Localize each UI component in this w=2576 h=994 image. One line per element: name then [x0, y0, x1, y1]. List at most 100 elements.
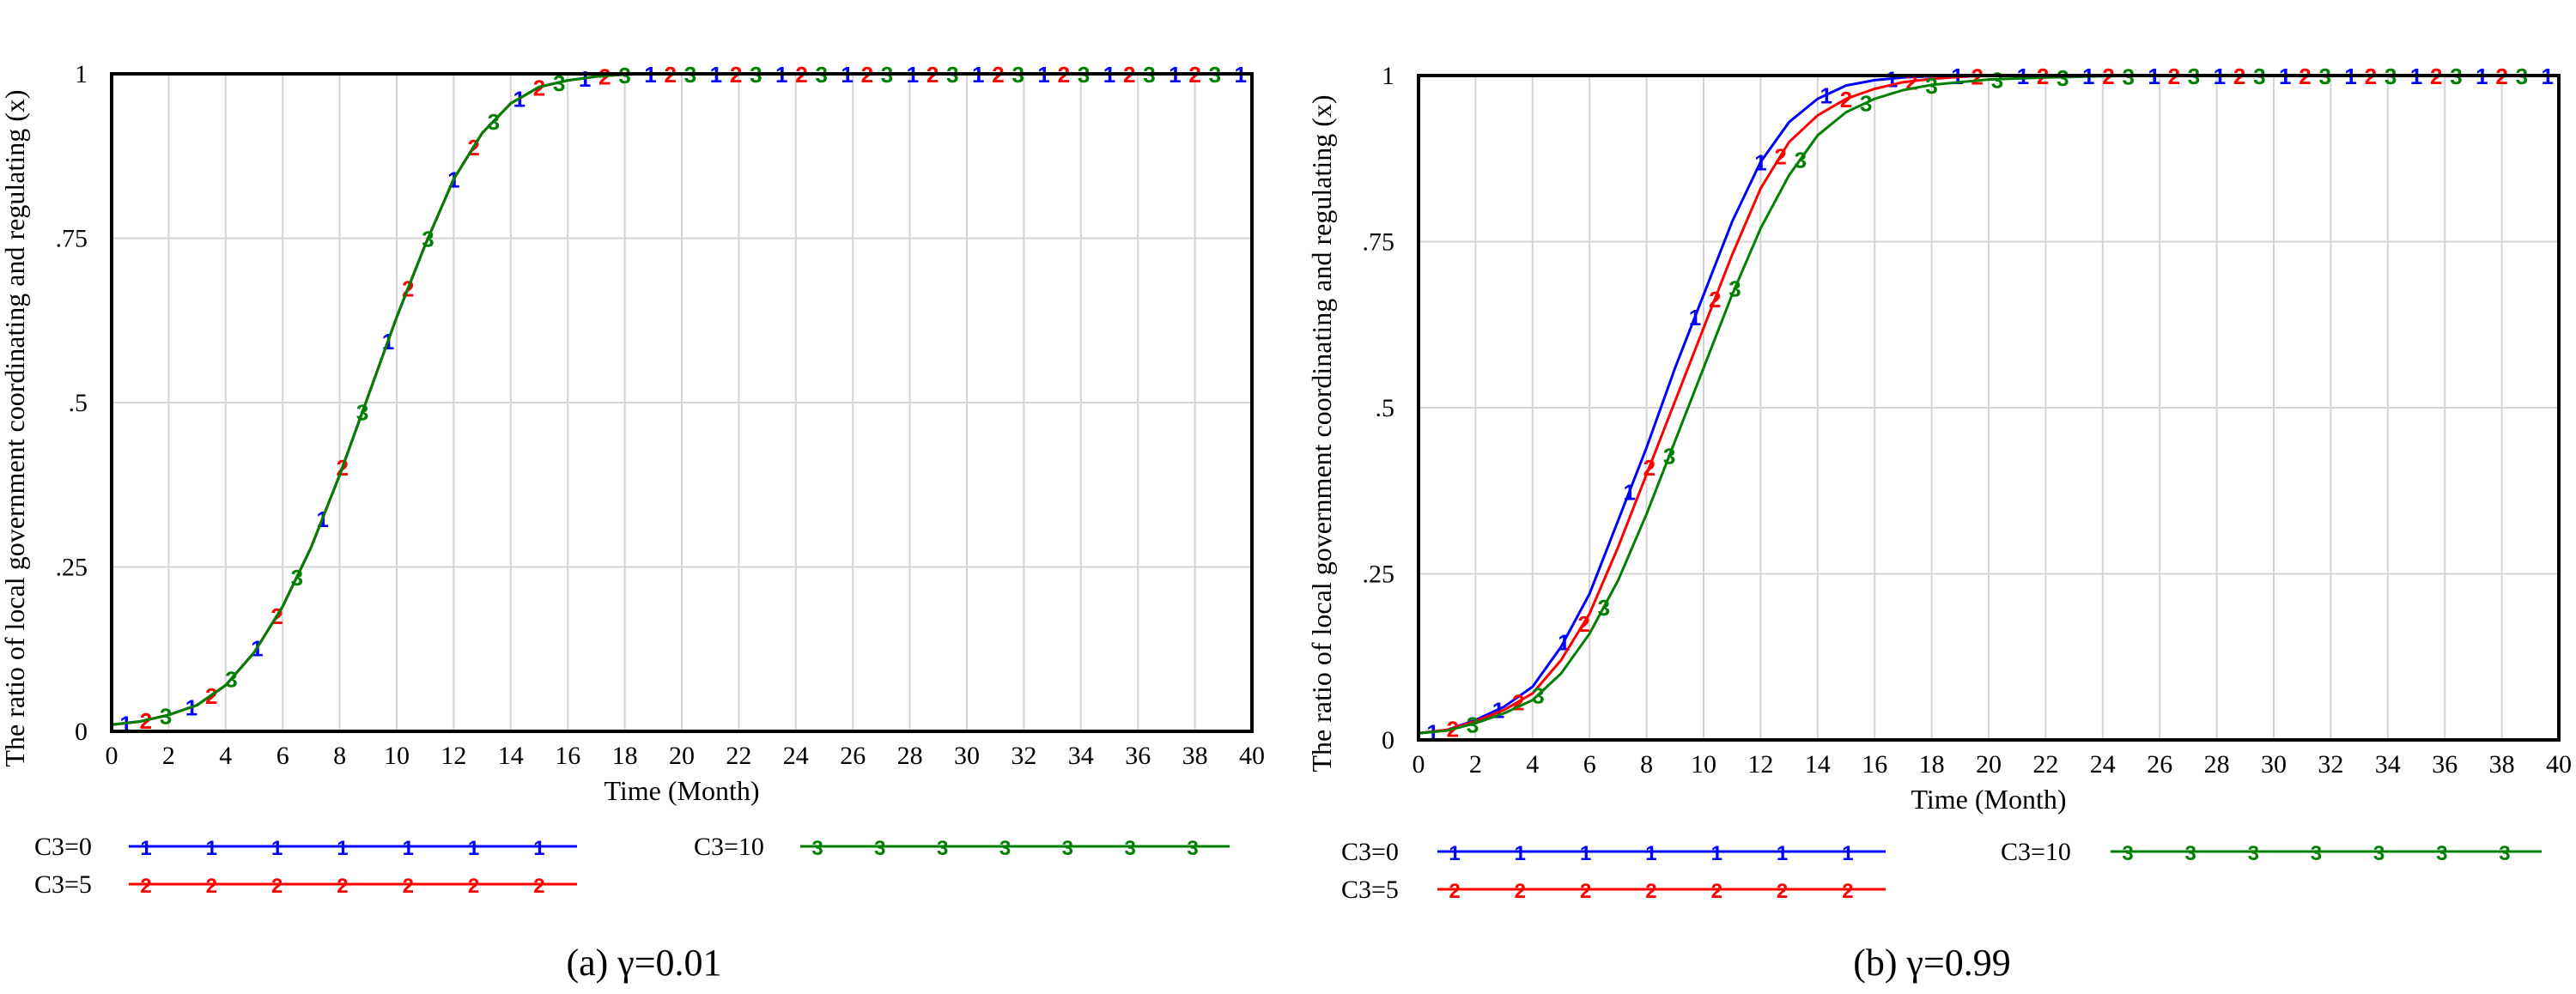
x-tick-label: 4: [219, 742, 232, 770]
legend-marker-2: 2: [271, 875, 283, 898]
x-tick-label: 20: [1976, 750, 2002, 779]
x-tick-label: 24: [2090, 750, 2116, 779]
x-tick-label: 22: [2032, 750, 2058, 779]
legend-marker-1: 1: [271, 837, 283, 860]
legend-marker-1: 1: [468, 837, 479, 860]
series-marker-3: 3: [1532, 682, 1544, 708]
legend-marker-3: 3: [2436, 842, 2447, 865]
x-tick-label: 30: [954, 742, 980, 770]
legend-marker-1: 1: [403, 837, 414, 860]
series-marker-2: 2: [1840, 87, 1852, 112]
series-marker-2: 2: [1643, 455, 1656, 481]
series-marker-3: 3: [291, 565, 303, 591]
legend-marker-3: 3: [2248, 842, 2259, 865]
chart-panel-b: 0 2 4 6 8 10 12 14 16 18 20 22 24 26 28 30 32 34 36 38 40 0.2…: [1288, 0, 2576, 994]
series-marker-1: 1: [1754, 150, 1766, 176]
x-tick-label: 8: [333, 742, 346, 770]
x-tick-label: 22: [726, 742, 751, 770]
legend-marker-2: 2: [1515, 880, 1526, 903]
series-marker-3: 3: [1925, 73, 1937, 99]
legend-marker-2: 2: [337, 875, 348, 898]
legend-marker-3: 3: [811, 837, 823, 860]
legend-marker-3: 3: [1124, 837, 1135, 860]
chart-panel-a: 0 2 4 6 8 10 12 14 16 18 20 22 24 26 28 30 32 34 36 38 40 0.2…: [0, 60, 1265, 984]
legend-marker-1: 1: [533, 837, 544, 860]
legend-marker-2: 2: [1842, 880, 1853, 903]
x-tick-label: 40: [2546, 750, 2572, 779]
y-tick-label: 1: [1382, 62, 1394, 90]
caption-b: (b) γ=0.99: [1853, 942, 2011, 984]
x-tick-label: 28: [897, 742, 923, 770]
x-tick-label: 34: [2375, 750, 2401, 779]
legend-label-2: C3=5: [34, 870, 92, 899]
series-marker-3: 3: [1991, 67, 2003, 93]
legend-marker-1: 1: [1645, 842, 1656, 865]
x-tick-label: 4: [1526, 750, 1539, 779]
legend-label-3: C3=10: [2001, 838, 2071, 866]
legend-marker-2: 2: [140, 875, 151, 898]
series-marker-3: 3: [1467, 712, 1479, 738]
legend-marker-1: 1: [1515, 842, 1526, 865]
legend-marker-3: 3: [2311, 842, 2322, 865]
legend-marker-1: 1: [337, 837, 348, 860]
x-tick-label: 16: [555, 742, 580, 770]
x-tick-label: 16: [1862, 750, 1887, 779]
series-marker-3: 3: [160, 704, 172, 730]
y-tick-label: .75: [1363, 228, 1395, 257]
x-tick-label: 14: [1805, 750, 1831, 779]
x-tick-label: 26: [840, 742, 866, 770]
x-tick-label: 18: [612, 742, 638, 770]
legend-marker-3: 3: [1187, 837, 1198, 860]
series-marker-1: 1: [1689, 305, 1701, 330]
x-tick-label: 30: [2261, 750, 2287, 779]
legend-marker-2: 2: [1711, 880, 1722, 903]
legend-marker-3: 3: [1062, 837, 1073, 860]
x-tick-label: 38: [1182, 742, 1208, 770]
series-marker-2: 2: [1774, 144, 1786, 170]
x-tick-label: 36: [2432, 750, 2458, 779]
x-tick-label: 8: [1640, 750, 1653, 779]
series-marker-3: 3: [225, 667, 237, 693]
y-tick-label: 0: [75, 718, 88, 746]
legend-marker-2: 2: [206, 875, 217, 898]
series-marker-3: 3: [1795, 148, 1807, 173]
x-tick-label: 10: [1691, 750, 1716, 779]
series-marker-1: 1: [1886, 67, 1898, 93]
series-marker-2: 2: [1905, 70, 1917, 95]
y-tick-label: 0: [1382, 726, 1394, 755]
x-tick-label: 34: [1068, 742, 1094, 770]
legend-marker-3: 3: [2122, 842, 2133, 865]
x-tick-label: 6: [1583, 750, 1596, 779]
chart-b: 0 2 4 6 8 10 12 14 16 18 20 22 24 26 28 30 32 34 36 38 400.2…: [1306, 62, 2572, 904]
legend-marker-2: 2: [1580, 880, 1591, 903]
plot-frame: [110, 72, 1254, 733]
legend-marker-1: 1: [1842, 842, 1853, 865]
y-tick-label: .5: [69, 389, 88, 417]
x-axis-title: Time (Month): [1911, 784, 2066, 815]
series-marker-3: 3: [2057, 65, 2069, 91]
x-tick-label: 10: [384, 742, 410, 770]
series-marker-2: 2: [1577, 611, 1589, 637]
legend-marker-3: 3: [2184, 842, 2196, 865]
x-tick-label: 12: [1747, 750, 1773, 779]
legend-label-1: C3=0: [34, 833, 92, 861]
x-tick-label: 14: [498, 742, 524, 770]
x-tick-label: 40: [1239, 742, 1265, 770]
series-marker-3: 3: [1598, 595, 1610, 621]
legend-marker-3: 3: [2499, 842, 2510, 865]
x-tick-label: 26: [2147, 750, 2172, 779]
series-marker-2: 2: [1709, 287, 1721, 312]
x-tick-label: 28: [2204, 750, 2230, 779]
legend-marker-2: 2: [468, 875, 479, 898]
series-marker-1: 1: [1820, 82, 1832, 108]
x-tick-label: 36: [1125, 742, 1151, 770]
y-axis-title: The ratio of local government coordinati…: [1306, 94, 1337, 772]
legend-label-3: C3=10: [694, 833, 764, 861]
legend-marker-1: 1: [1777, 842, 1788, 865]
legend-marker-2: 2: [1777, 880, 1788, 903]
x-tick-label: 18: [1919, 750, 1945, 779]
x-tick-label: 12: [440, 742, 466, 770]
legend-marker-1: 1: [206, 837, 217, 860]
legend-marker-1: 1: [1711, 842, 1722, 865]
series-marker-3: 3: [1728, 276, 1741, 302]
